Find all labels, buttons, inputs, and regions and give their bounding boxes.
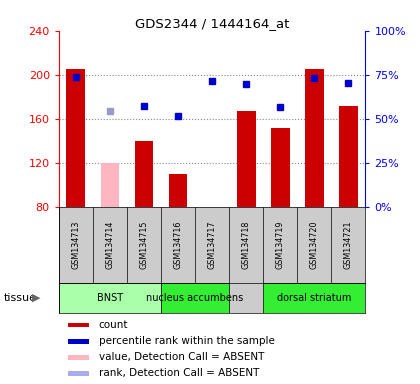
Title: GDS2344 / 1444164_at: GDS2344 / 1444164_at [135,17,289,30]
Bar [68,323,89,328]
Text: GSM134720: GSM134720 [310,221,319,269]
Bar [237,111,255,207]
Bar [100,163,119,207]
Bar [271,128,290,207]
Text: dorsal striatum: dorsal striatum [277,293,352,303]
Bar [305,69,324,207]
Text: BNST: BNST [97,293,123,303]
Text: GSM134714: GSM134714 [105,221,114,269]
Text: percentile rank within the sample: percentile rank within the sample [99,336,275,346]
Bar [169,174,187,207]
Bar [161,283,229,313]
Text: rank, Detection Call = ABSENT: rank, Detection Call = ABSENT [99,368,259,379]
Bar [68,371,89,376]
Text: tissue: tissue [4,293,37,303]
Text: GSM134716: GSM134716 [173,221,183,269]
Bar [59,283,161,313]
Text: GSM134717: GSM134717 [207,221,217,269]
Bar [68,339,89,344]
Text: count: count [99,320,128,330]
Text: GSM134721: GSM134721 [344,221,353,269]
Bar [263,283,365,313]
Text: nucleus accumbens: nucleus accumbens [147,293,244,303]
Text: GSM134718: GSM134718 [241,221,251,269]
Text: GSM134713: GSM134713 [71,221,80,269]
Bar [68,355,89,360]
Bar [339,106,358,207]
Text: GSM134715: GSM134715 [139,221,148,269]
Text: ▶: ▶ [32,293,40,303]
Bar [66,69,85,207]
Text: value, Detection Call = ABSENT: value, Detection Call = ABSENT [99,352,264,362]
Bar [134,141,153,207]
Text: GSM134719: GSM134719 [276,221,285,269]
